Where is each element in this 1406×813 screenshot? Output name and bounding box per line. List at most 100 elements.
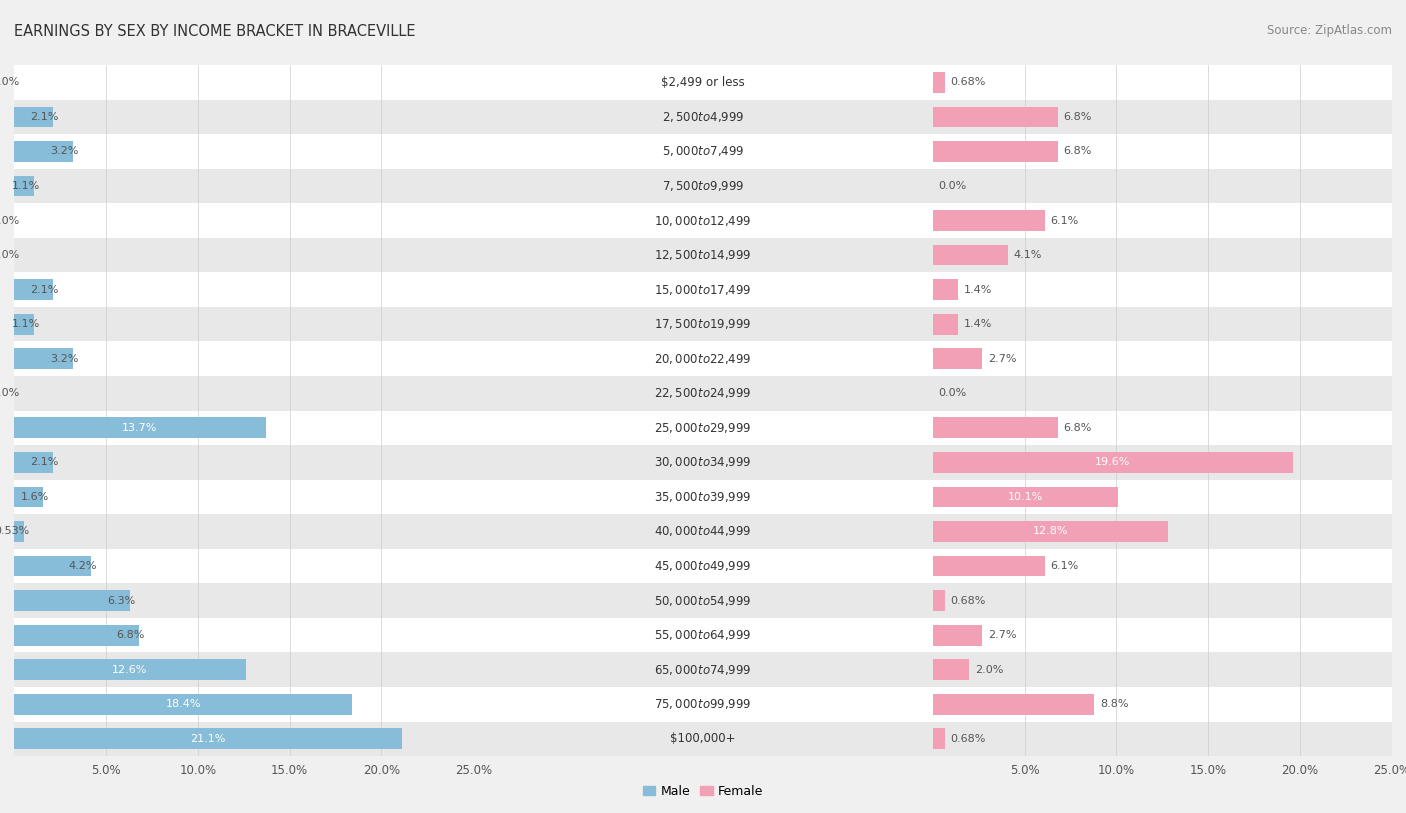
Text: 6.3%: 6.3% (107, 596, 135, 606)
Text: 6.8%: 6.8% (117, 630, 145, 640)
Bar (14, 624, 139, 646)
Bar (474, 618, 932, 652)
Text: $65,000 to $74,999: $65,000 to $74,999 (654, 663, 752, 676)
Bar (932, 624, 983, 646)
Bar (932, 211, 1045, 231)
Text: $20,000 to $22,499: $20,000 to $22,499 (654, 352, 752, 366)
Bar (14, 515, 474, 549)
Bar (14, 280, 52, 300)
Bar (932, 99, 1392, 134)
Bar (932, 694, 1094, 715)
Bar (14, 141, 73, 162)
Text: 13.7%: 13.7% (122, 423, 157, 433)
Bar (932, 314, 959, 335)
Bar (14, 486, 44, 507)
Bar (932, 687, 1392, 722)
Bar (474, 652, 932, 687)
Bar (932, 418, 1057, 438)
Bar (932, 141, 1057, 162)
Bar (14, 237, 474, 272)
Bar (932, 659, 969, 680)
Bar (14, 722, 474, 756)
Text: $55,000 to $64,999: $55,000 to $64,999 (654, 628, 752, 642)
Bar (932, 446, 1392, 480)
Text: 1.1%: 1.1% (11, 320, 39, 329)
Bar (474, 446, 932, 480)
Bar (14, 652, 474, 687)
Text: $40,000 to $44,999: $40,000 to $44,999 (654, 524, 752, 538)
Bar (932, 590, 945, 611)
Bar (14, 107, 52, 127)
Bar (14, 452, 52, 473)
Text: $10,000 to $12,499: $10,000 to $12,499 (654, 214, 752, 228)
Text: 4.2%: 4.2% (69, 561, 97, 571)
Text: $35,000 to $39,999: $35,000 to $39,999 (654, 490, 752, 504)
Text: 1.1%: 1.1% (11, 181, 39, 191)
Text: $17,500 to $19,999: $17,500 to $19,999 (654, 317, 752, 331)
Bar (14, 169, 474, 203)
Text: $7,500 to $9,999: $7,500 to $9,999 (662, 179, 744, 193)
Text: 2.0%: 2.0% (974, 665, 1004, 675)
Bar (14, 176, 34, 197)
Text: 0.68%: 0.68% (950, 77, 986, 87)
Text: 3.2%: 3.2% (51, 354, 79, 363)
Text: $22,500 to $24,999: $22,500 to $24,999 (654, 386, 752, 400)
Bar (14, 687, 474, 722)
Text: 0.0%: 0.0% (0, 389, 20, 398)
Bar (932, 134, 1392, 169)
Bar (932, 618, 1392, 652)
Bar (474, 169, 932, 203)
Text: $30,000 to $34,999: $30,000 to $34,999 (654, 455, 752, 469)
Text: 12.6%: 12.6% (112, 665, 148, 675)
Bar (14, 314, 34, 335)
Bar (14, 590, 129, 611)
Bar (932, 280, 959, 300)
Text: 2.1%: 2.1% (30, 112, 58, 122)
Bar (14, 549, 474, 584)
Bar (474, 272, 932, 307)
Bar (14, 341, 474, 376)
Bar (932, 72, 945, 93)
Bar (474, 480, 932, 515)
Text: 6.8%: 6.8% (1063, 112, 1091, 122)
Text: $75,000 to $99,999: $75,000 to $99,999 (654, 698, 752, 711)
Bar (932, 521, 1168, 541)
Text: 6.1%: 6.1% (1050, 561, 1078, 571)
Bar (474, 99, 932, 134)
Bar (14, 349, 73, 369)
Bar (14, 584, 474, 618)
Text: $5,000 to $7,499: $5,000 to $7,499 (662, 145, 744, 159)
Bar (932, 549, 1392, 584)
Bar (932, 486, 1118, 507)
Text: $50,000 to $54,999: $50,000 to $54,999 (654, 593, 752, 607)
Text: 6.8%: 6.8% (1063, 146, 1091, 156)
Text: 1.6%: 1.6% (21, 492, 49, 502)
Bar (932, 245, 1008, 265)
Bar (932, 411, 1392, 446)
Bar (14, 521, 24, 541)
Text: 18.4%: 18.4% (166, 699, 201, 709)
Text: 0.0%: 0.0% (0, 215, 20, 225)
Text: 12.8%: 12.8% (1032, 527, 1069, 537)
Bar (14, 307, 474, 341)
Bar (474, 341, 932, 376)
Text: 0.68%: 0.68% (950, 596, 986, 606)
Text: 10.1%: 10.1% (1008, 492, 1043, 502)
Text: EARNINGS BY SEX BY INCOME BRACKET IN BRACEVILLE: EARNINGS BY SEX BY INCOME BRACKET IN BRA… (14, 24, 416, 39)
Bar (932, 203, 1392, 237)
Bar (14, 418, 266, 438)
Bar (14, 694, 352, 715)
Text: $25,000 to $29,999: $25,000 to $29,999 (654, 421, 752, 435)
Bar (474, 307, 932, 341)
Text: 6.8%: 6.8% (1063, 423, 1091, 433)
Text: 2.1%: 2.1% (30, 458, 58, 467)
Bar (932, 65, 1392, 99)
Bar (14, 556, 91, 576)
Bar (474, 65, 932, 99)
Bar (474, 134, 932, 169)
Bar (474, 584, 932, 618)
Text: 0.68%: 0.68% (950, 734, 986, 744)
Bar (14, 134, 474, 169)
Bar (14, 446, 474, 480)
Bar (932, 169, 1392, 203)
